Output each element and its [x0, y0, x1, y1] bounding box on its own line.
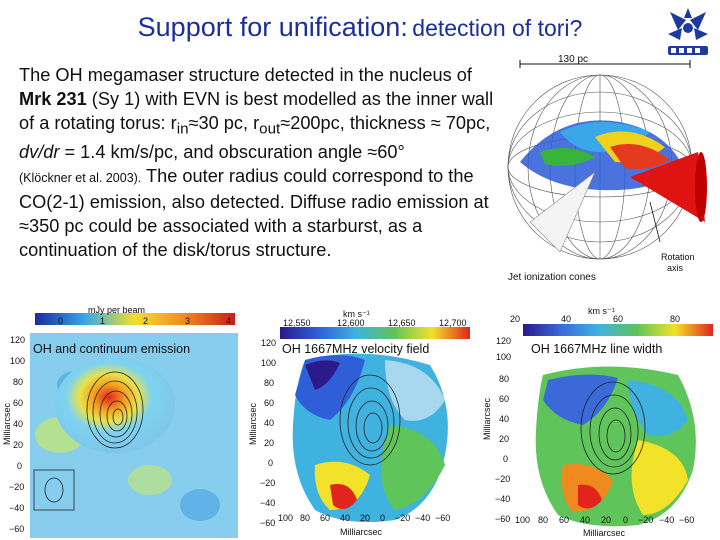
p2-xtick: 60: [320, 513, 331, 523]
p1-ytick: 80: [13, 377, 24, 387]
p1-tick: 4: [226, 316, 232, 326]
p1-y-axis-label: Milliarcsec: [2, 402, 12, 445]
continuum-map: [30, 313, 238, 538]
p3-xtick: 100: [515, 515, 531, 525]
p2-ytick: 120: [261, 338, 277, 348]
p2-ytick: −60: [260, 518, 276, 528]
p2-ytick: 0: [268, 458, 274, 468]
p2-tick: 12,700: [439, 318, 467, 328]
p3-xtick: 60: [559, 515, 570, 525]
p2-tick: 12,650: [388, 318, 416, 328]
p2-xtick: 80: [300, 513, 311, 523]
p3-ytick: −40: [495, 494, 511, 504]
axis-label: axis: [667, 263, 684, 273]
p1-tick: 2: [143, 316, 149, 326]
p3-tick: 80: [670, 314, 681, 324]
p2-tick: 12,600: [337, 318, 365, 328]
caption-velocity-field: OH 1667MHz velocity field: [282, 342, 430, 356]
rotation-label: Rotation: [661, 252, 695, 262]
p3-xtick: 20: [601, 515, 612, 525]
p2-xtick: 100: [278, 513, 294, 523]
p3-xtick: 40: [580, 515, 591, 525]
p2-xtick: −20: [395, 513, 411, 523]
p3-ytick: −60: [495, 514, 511, 524]
p2-xtick: 20: [360, 513, 371, 523]
p3-tick: 60: [613, 314, 624, 324]
p1-ytick: 40: [13, 419, 24, 429]
p3-ytick: 100: [496, 352, 512, 362]
p3-xtick: 80: [538, 515, 549, 525]
p1-ytick: −20: [9, 482, 25, 492]
p3-ytick: 120: [496, 336, 512, 346]
p3-xtick: 0: [623, 515, 629, 525]
p2-xtick: 40: [340, 513, 351, 523]
p3-x-axis-label: Milliarcsec: [583, 528, 626, 538]
p2-ytick: 20: [264, 438, 275, 448]
p1-tick: 3: [185, 316, 191, 326]
p3-xtick: −20: [638, 515, 654, 525]
citation: (Klöckner et al. 2003).: [19, 171, 142, 186]
p1-ytick: −40: [9, 503, 25, 513]
p2-xtick: 0: [380, 513, 386, 523]
torus-model-drawing: [507, 60, 707, 260]
p1-ytick: 60: [13, 398, 24, 408]
p3-ytick: 20: [499, 434, 510, 444]
p3-xtick: −40: [659, 515, 675, 525]
p3-tick: 40: [561, 314, 572, 324]
slide-title: Support for unification: detection of to…: [0, 12, 720, 43]
p2-y-axis-label: Milliarcsec: [248, 402, 258, 445]
p2-ytick: 80: [264, 378, 275, 388]
p3-unit-label: km s⁻¹: [588, 306, 615, 316]
p2-x-axis-label: Milliarcsec: [340, 527, 383, 537]
caption-oh-continuum: OH and continuum emission: [33, 342, 191, 356]
institute-logo: [668, 8, 708, 55]
p2-ytick: 100: [261, 358, 277, 368]
caption-line-width: OH 1667MHz line width: [531, 342, 663, 356]
p2-ytick: −40: [260, 498, 276, 508]
p1-scale-label: mJy per beam: [88, 305, 146, 315]
torus-model-figure: 130 pc Jet ionization cones Rotation axi…: [500, 52, 715, 292]
p1-ytick: 120: [10, 335, 26, 345]
p2-xtick: −60: [435, 513, 451, 523]
p2-ytick: 40: [264, 418, 275, 428]
velocity-map: [280, 327, 470, 523]
panel-oh-continuum: mJy per beam 0 1 2 3 4 120 100 80 60 40 …: [0, 305, 245, 540]
torus-scale-label: 130 pc: [558, 54, 589, 65]
mrk231-name: Mrk 231: [19, 88, 87, 109]
panel-line-width: km s⁻¹ 20 40 60 80 120 100 80 60 40 20 0…: [478, 300, 718, 540]
body-paragraph: The OH megamaser structure detected in t…: [19, 65, 494, 260]
jet-cones-label: Jet ionization cones: [508, 272, 596, 283]
p2-xtick: −40: [415, 513, 431, 523]
p1-tick: 1: [100, 316, 106, 326]
p3-ytick: −20: [495, 474, 511, 484]
p2-unit-label: km s⁻¹: [343, 309, 370, 319]
p1-ytick: 0: [17, 461, 23, 471]
line-width-map: [523, 324, 713, 527]
p3-xtick: −60: [679, 515, 695, 525]
p3-y-axis-label: Milliarcsec: [482, 397, 492, 440]
p2-ytick: −20: [260, 478, 276, 488]
p3-ytick: 0: [503, 454, 509, 464]
p3-tick: 20: [510, 314, 521, 324]
panel-velocity-field: km s⁻¹ 12,550 12,600 12,650 12,700 120 1…: [245, 305, 475, 540]
p2-tick: 12,550: [283, 318, 311, 328]
p1-tick: 0: [58, 316, 64, 326]
p3-ytick: 60: [499, 394, 510, 404]
p3-ytick: 40: [499, 414, 510, 424]
p1-ytick: 20: [13, 440, 24, 450]
title-sub: detection of tori?: [412, 15, 583, 41]
p1-ytick: 100: [10, 356, 26, 366]
p2-ytick: 60: [264, 398, 275, 408]
p1-ytick: −60: [9, 524, 25, 534]
title-main: Support for unification:: [137, 12, 408, 42]
p3-ytick: 80: [499, 374, 510, 384]
